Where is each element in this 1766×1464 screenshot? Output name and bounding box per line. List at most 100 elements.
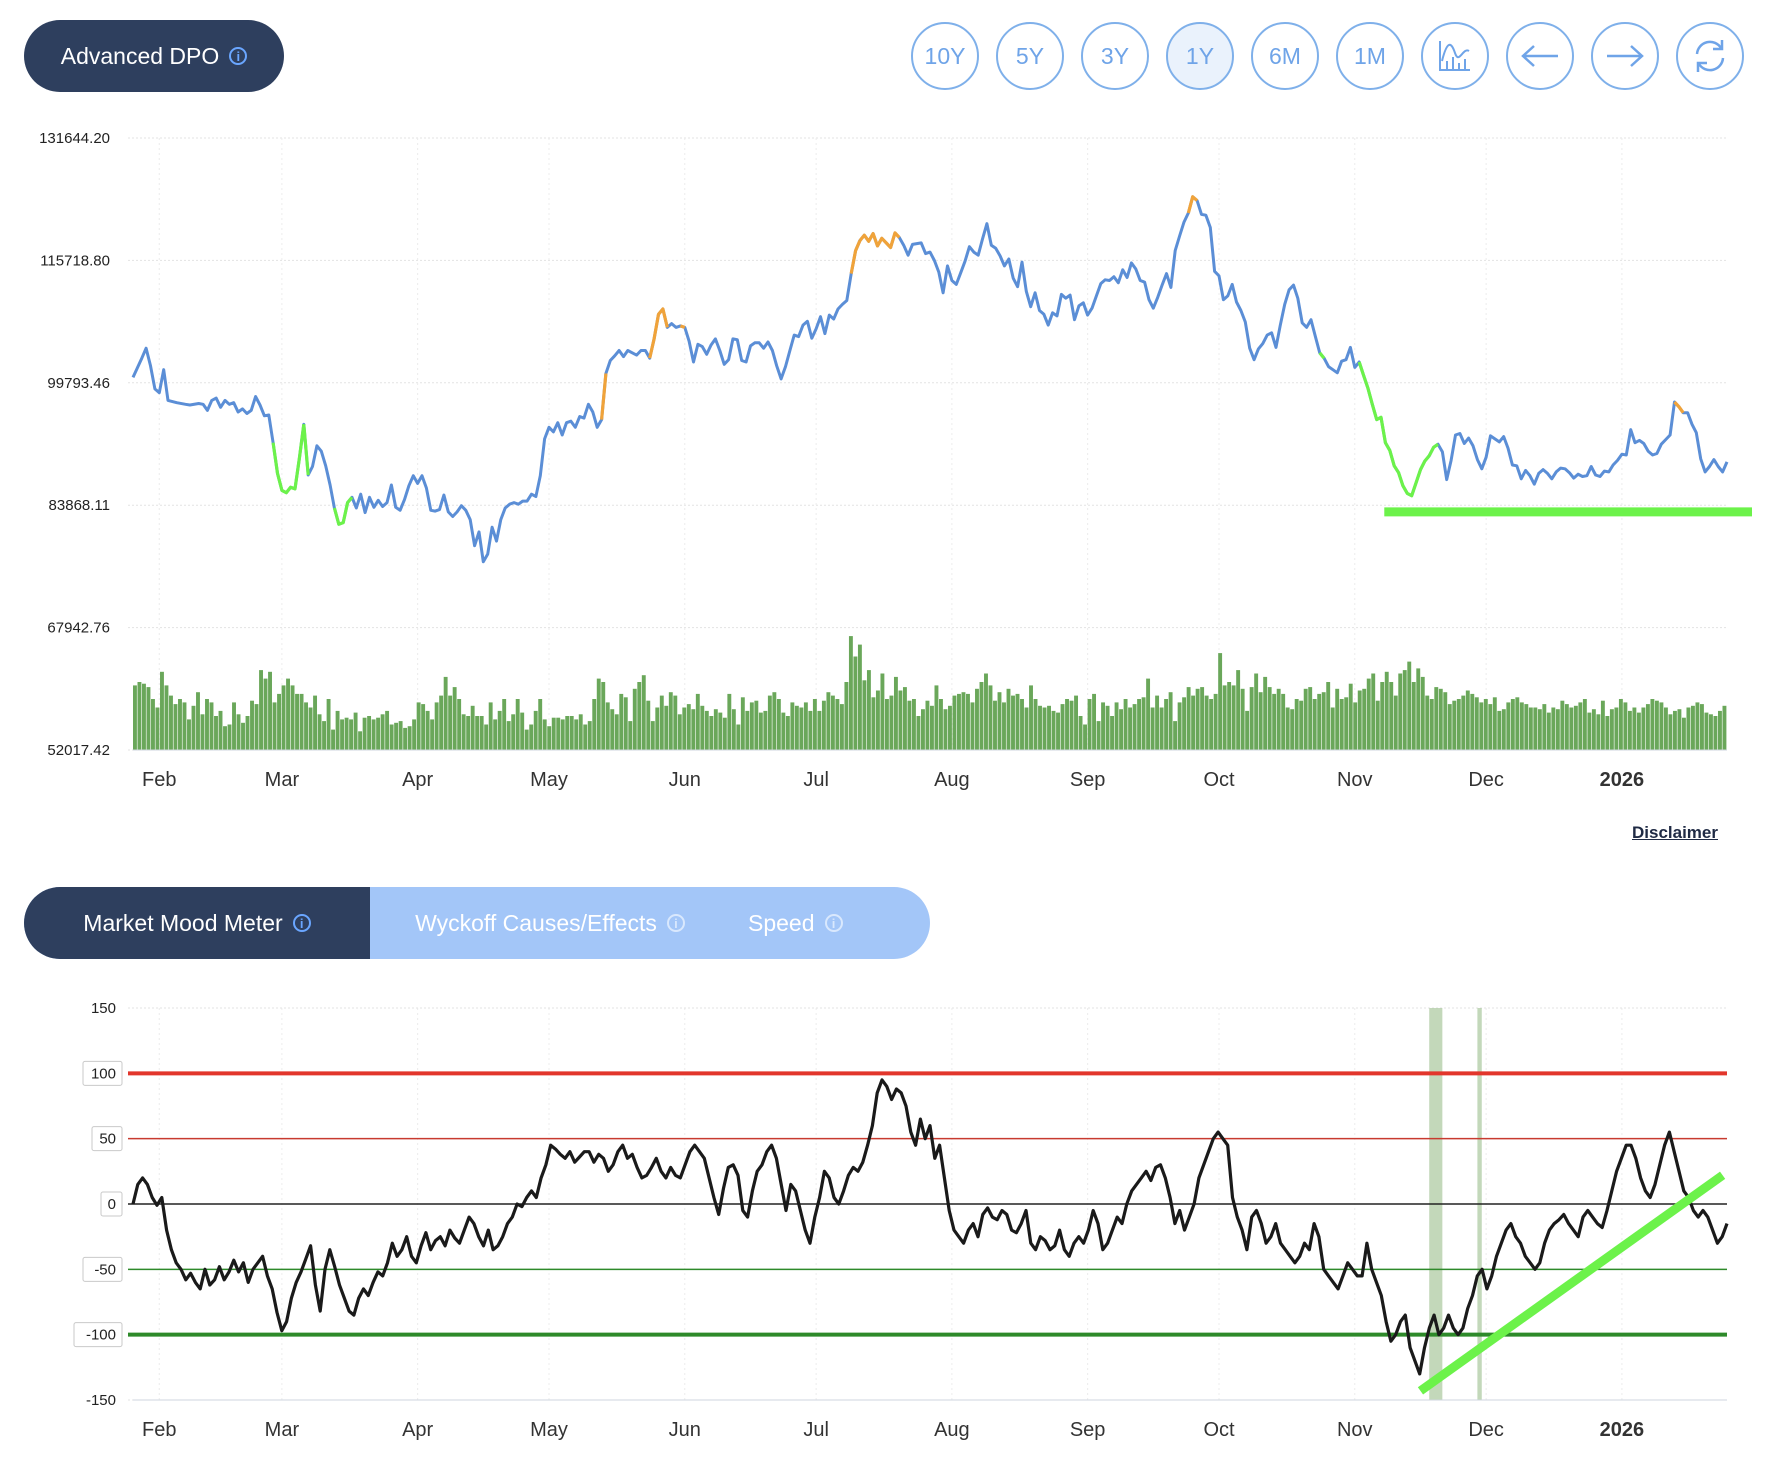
- volume-bar: [1677, 709, 1682, 750]
- next-button[interactable]: [1591, 22, 1659, 90]
- volume-bar: [1614, 707, 1619, 750]
- volume-bar: [686, 704, 691, 750]
- volume-bar: [1105, 705, 1110, 750]
- volume-bar: [1218, 653, 1223, 750]
- volume-bar: [1375, 700, 1380, 750]
- volume-bar: [371, 719, 376, 750]
- range-10y-button[interactable]: 10Y: [911, 22, 979, 90]
- tab-speed[interactable]: Speed i: [730, 887, 930, 959]
- volume-bar: [1101, 702, 1106, 750]
- volume-bar: [610, 709, 615, 750]
- volume-bar: [673, 695, 678, 750]
- volume-bar: [412, 719, 417, 750]
- indicator-title-label: Advanced DPO: [60, 42, 220, 69]
- info-icon[interactable]: i: [666, 914, 685, 932]
- volume-bar: [628, 721, 633, 750]
- volume-bar: [1497, 710, 1502, 750]
- volume-bar: [794, 705, 799, 750]
- volume-bar: [169, 695, 173, 750]
- x-tick-label: Jul: [803, 1419, 829, 1441]
- volume-bar: [542, 719, 547, 750]
- volume-bar: [1074, 695, 1078, 750]
- volume-bar: [700, 705, 705, 750]
- volume-bar: [1245, 710, 1250, 750]
- info-icon[interactable]: i: [229, 47, 248, 65]
- volume-bar: [754, 700, 759, 750]
- disclaimer-link[interactable]: Disclaimer: [1632, 823, 1718, 842]
- volume-bar: [984, 673, 988, 750]
- volume-bar: [205, 699, 209, 750]
- volume-bar: [362, 717, 367, 750]
- volume-bar: [1339, 699, 1344, 750]
- info-icon[interactable]: i: [824, 914, 843, 932]
- volume-bar: [1024, 707, 1029, 750]
- overbought-segment: [849, 239, 862, 274]
- overbought-segment: [1673, 400, 1685, 414]
- volume-bar: [1393, 695, 1398, 750]
- x-tick-label: 2026: [1600, 1419, 1645, 1441]
- volume-bar: [146, 687, 151, 750]
- tab-wyckoff-causes-effects[interactable]: Wyckoff Causes/Effects i: [370, 887, 730, 959]
- volume-bar: [533, 710, 538, 750]
- volume-bar: [799, 707, 804, 750]
- x-tick-label: Mar: [265, 769, 300, 791]
- oversold-segment: [1427, 442, 1439, 457]
- volume-bar: [1573, 705, 1578, 750]
- x-tick-label: May: [530, 769, 568, 791]
- oversold-segment: [302, 424, 310, 476]
- volume-bar: [1141, 697, 1146, 750]
- x-tick-label: Sep: [1070, 1419, 1106, 1441]
- x-tick-label: Oct: [1203, 1419, 1235, 1441]
- volume-bar: [1371, 673, 1376, 750]
- volume-bar: [137, 682, 142, 750]
- volume-bar: [1411, 682, 1416, 750]
- range-1y-button[interactable]: 1Y: [1166, 22, 1234, 90]
- y-tick-label: -100: [86, 1327, 116, 1344]
- tab-market-mood-meter[interactable]: Market Mood Meter i: [24, 887, 370, 959]
- oversold-segment: [1370, 403, 1431, 498]
- y-tick-box: [100, 1191, 123, 1217]
- volume-bar: [830, 695, 835, 750]
- volume-bar: [925, 700, 930, 750]
- range-toolbar: 10Y 5Y 3Y 1Y 6M 1M: [0, 22, 1766, 92]
- volume-bar: [304, 702, 309, 750]
- range-1m-button[interactable]: 1M: [1336, 22, 1404, 90]
- volume-bar: [1618, 699, 1623, 750]
- volume-bar: [389, 724, 394, 750]
- volume-bar: [993, 700, 997, 750]
- volume-bar: [1654, 700, 1659, 750]
- volume-bar: [1488, 704, 1493, 750]
- volume-bar: [457, 699, 462, 750]
- y-tick-label: -50: [94, 1261, 116, 1278]
- volume-bar: [848, 636, 853, 750]
- chart-type-button[interactable]: [1421, 22, 1489, 90]
- volume-bar: [1281, 693, 1286, 750]
- volume-bar: [407, 726, 412, 750]
- volume-bar: [385, 710, 390, 750]
- range-5y-button[interactable]: 5Y: [996, 22, 1064, 90]
- previous-button[interactable]: [1506, 22, 1574, 90]
- tab-speed-label: Speed: [748, 909, 815, 936]
- volume-bar: [677, 714, 682, 750]
- volume-bar: [223, 726, 227, 750]
- volume-bar: [1191, 695, 1196, 750]
- volume-bar: [1591, 709, 1596, 750]
- volume-bar: [1461, 695, 1466, 750]
- volume-bar: [1020, 699, 1024, 750]
- volume-bar: [902, 687, 907, 750]
- volume-bar: [997, 692, 1002, 750]
- indicator-title[interactable]: Advanced DPO i: [24, 20, 284, 92]
- volume-bar: [1146, 678, 1151, 750]
- volume-bar: [1474, 697, 1479, 750]
- info-icon[interactable]: i: [292, 914, 311, 932]
- range-6m-button[interactable]: 6M: [1251, 22, 1319, 90]
- volume-bar: [880, 673, 885, 750]
- volume-bar: [1164, 699, 1169, 750]
- volume-bar: [857, 644, 862, 750]
- volume-bar: [776, 699, 781, 750]
- x-tick-label: Feb: [142, 1419, 176, 1441]
- range-3y-button[interactable]: 3Y: [1081, 22, 1149, 90]
- refresh-button[interactable]: [1676, 22, 1744, 90]
- volume-bar: [1308, 687, 1313, 750]
- volume-bar: [286, 678, 290, 750]
